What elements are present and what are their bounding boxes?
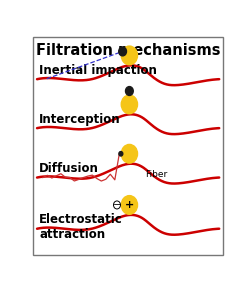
Text: Diffusion: Diffusion	[39, 162, 99, 175]
Circle shape	[114, 201, 120, 209]
Circle shape	[119, 47, 126, 56]
Circle shape	[126, 87, 133, 95]
Circle shape	[119, 151, 123, 156]
Text: Fiber: Fiber	[145, 171, 168, 179]
Text: Electrostatic
attraction: Electrostatic attraction	[39, 213, 123, 241]
Text: +: +	[125, 200, 134, 210]
Text: Filtration mechanisms: Filtration mechanisms	[36, 43, 220, 58]
Text: Interception: Interception	[39, 113, 120, 126]
Circle shape	[121, 196, 138, 214]
Circle shape	[121, 46, 138, 65]
Circle shape	[121, 95, 138, 114]
Text: Inertial impaction: Inertial impaction	[39, 64, 157, 77]
Text: −: −	[112, 200, 121, 210]
Circle shape	[121, 144, 138, 163]
